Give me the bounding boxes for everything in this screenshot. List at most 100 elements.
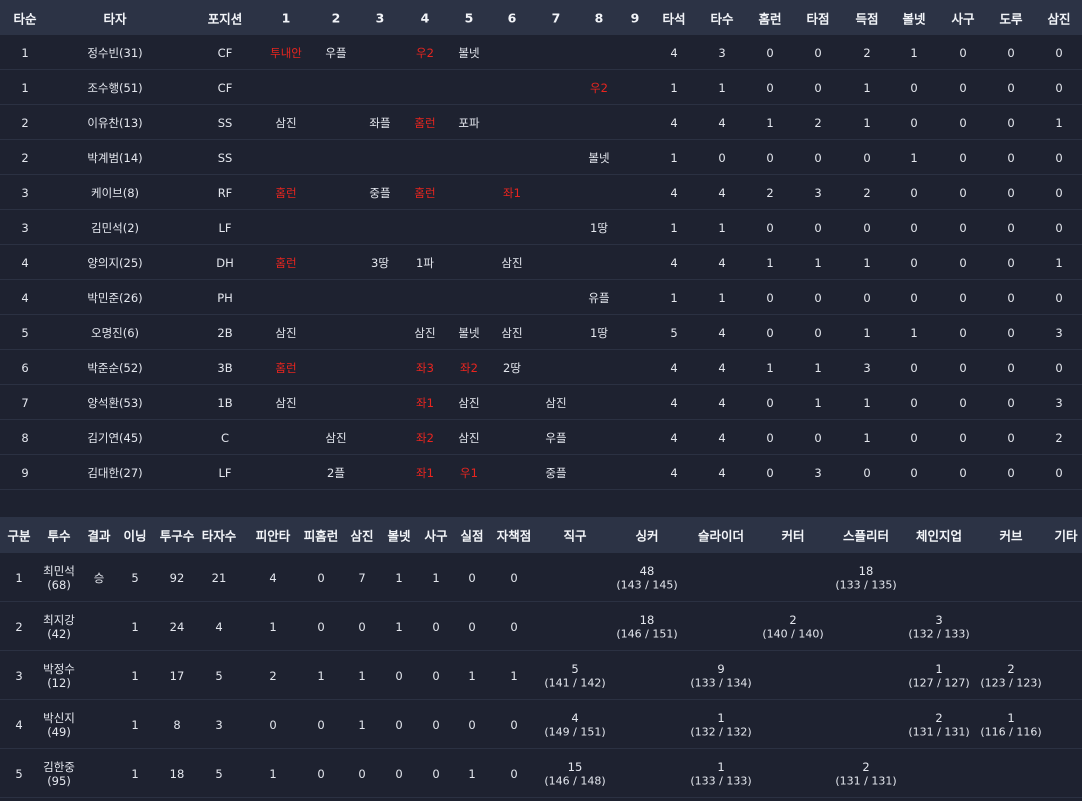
position: LF: [218, 220, 232, 235]
pitcher: 최지강: [43, 612, 75, 627]
pitch-count: 1: [717, 759, 725, 774]
pitch-count: 5: [571, 661, 579, 676]
batter: 케이브(8): [90, 185, 140, 200]
header-cell: 구분: [7, 528, 31, 544]
stat: 0: [1055, 360, 1063, 375]
stat: 2: [269, 668, 277, 683]
no: 5: [15, 766, 23, 781]
pitching-row: 2 최지강 (42) 1 24 4 1 0 0 1 0 0 0 18 (146 / 151) 2 (140 / …: [0, 602, 1082, 651]
pitch-speed: (140 / 140): [762, 627, 824, 640]
stat: 1: [814, 360, 822, 375]
position: LF: [218, 465, 232, 480]
stat: 0: [1007, 220, 1015, 235]
batting-row: 4 박민준(26) PH 유플 1 1 0 0 0 0 0 0 0: [0, 280, 1082, 315]
inning-result: 삼진: [414, 325, 436, 340]
header-cell: 7: [551, 10, 561, 25]
pitch-speed: (143 / 145): [616, 578, 678, 591]
inning-result: 홈런: [414, 185, 436, 200]
stat: 0: [1007, 290, 1015, 305]
stat: 5: [215, 668, 223, 683]
batter: 양의지(25): [87, 255, 143, 270]
stat: 0: [910, 185, 918, 200]
stat: 0: [863, 290, 871, 305]
stat: 4: [670, 255, 678, 270]
stat: 17: [169, 668, 185, 683]
stat: 3: [1055, 325, 1063, 340]
no: 3: [15, 668, 23, 683]
pitch-count: 48: [639, 563, 655, 578]
stat: 21: [211, 570, 227, 585]
inning-result: 홈런: [275, 185, 297, 200]
batter: 김민석(2): [90, 220, 140, 235]
pitching-row: 4 박신지 (49) 1 8 3 0 0 1 0 0 0 0 4 (149 / 151) 1 (132 / 13…: [0, 700, 1082, 749]
inning-result: 2플: [327, 465, 345, 480]
stat: 1: [910, 45, 918, 60]
header-cell: 5: [464, 10, 474, 25]
inning-result: 좌2: [416, 430, 434, 445]
stat: 0: [358, 766, 366, 781]
stat: 4: [718, 430, 726, 445]
header-cell: 커브: [999, 528, 1023, 544]
inning-result: 2땅: [503, 360, 521, 375]
stat: 0: [766, 150, 774, 165]
stat: 0: [910, 430, 918, 445]
inning-result: 1파: [416, 255, 434, 270]
header-cell: 타자: [103, 11, 127, 26]
stat: 3: [215, 717, 223, 732]
stat: 0: [1007, 360, 1015, 375]
stat: 5: [670, 325, 678, 340]
stat: 0: [959, 290, 967, 305]
stat: 0: [1055, 220, 1063, 235]
stat: 0: [910, 255, 918, 270]
inning-result: 1땅: [590, 220, 608, 235]
inning-result: 삼진: [501, 325, 523, 340]
batter: 박준순(52): [87, 360, 143, 375]
inning-result: 우2: [590, 80, 608, 95]
order: 8: [21, 430, 29, 445]
stat: 0: [766, 465, 774, 480]
header-cell: 피홈런: [303, 528, 339, 544]
batting-row: 3 케이브(8) RF 홈런 중플 홈런 좌1 4 4 2 3 2 0 0 0 0: [0, 175, 1082, 210]
stat: 92: [169, 570, 185, 585]
pitch-count: 2: [1007, 661, 1015, 676]
inning-result: 3땅: [371, 255, 389, 270]
stat: 1: [131, 668, 139, 683]
stat: 1: [269, 766, 277, 781]
stat: 4: [670, 185, 678, 200]
pitch-speed: (146 / 148): [544, 774, 606, 787]
stat: 1: [814, 395, 822, 410]
inning-result: 유플: [588, 290, 610, 305]
stat: 4: [215, 619, 223, 634]
pitch-speed: (131 / 131): [835, 774, 897, 787]
pitch-speed: (127 / 127): [908, 676, 970, 689]
stat: 0: [432, 619, 440, 634]
header-cell: 6: [507, 10, 517, 25]
inning-result: 삼진: [501, 255, 523, 270]
stat: 4: [670, 360, 678, 375]
batter: 오명진(6): [90, 325, 140, 340]
stat: 0: [814, 150, 822, 165]
inning-result: 중플: [545, 465, 567, 480]
inning-result: 홈런: [275, 360, 297, 375]
stat: 1: [863, 325, 871, 340]
header-cell: 체인지업: [915, 528, 963, 544]
pitch-speed: (133 / 134): [690, 676, 752, 689]
header-cell: 사구: [424, 528, 448, 544]
header-cell: 볼넷: [902, 11, 926, 26]
inning-result: 우1: [460, 465, 478, 480]
stat: 0: [1055, 45, 1063, 60]
stat: 1: [358, 717, 366, 732]
header-cell: 실점: [460, 528, 484, 544]
pitcher: 박신지: [43, 710, 75, 725]
header-cell: 싱커: [635, 528, 659, 544]
stat: 1: [863, 255, 871, 270]
order: 6: [21, 360, 29, 375]
pitcher: 박정수: [43, 661, 75, 676]
inning-result: 좌1: [416, 395, 434, 410]
pitch-speed: (116 / 116): [980, 725, 1042, 738]
stat: 1: [910, 150, 918, 165]
header-cell: 타수: [710, 11, 734, 26]
order: 9: [21, 465, 29, 480]
position: 3B: [217, 360, 233, 375]
header-cell: 타석: [662, 11, 686, 26]
